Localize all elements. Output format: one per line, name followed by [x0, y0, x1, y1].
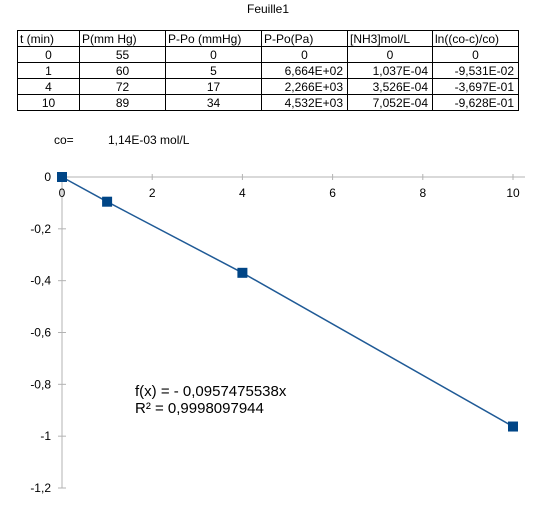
y-tick-label: -0,6	[30, 326, 51, 340]
table-cell: 60	[79, 62, 166, 79]
constant-value: 1,14E-03 mol/L	[108, 133, 190, 147]
table-row: 1 60 5 6,664E+02 1,037E-04 -9,531E-02	[17, 62, 519, 79]
header-cell: t (min)	[17, 30, 80, 47]
table-cell: 55	[79, 46, 166, 63]
x-tick-label: 6	[329, 186, 336, 200]
r-squared-label: R² = 0,9998097944	[135, 400, 264, 417]
table-cell: 6,664E+02	[261, 62, 348, 79]
y-tick-label: -0,2	[30, 222, 51, 236]
table-cell: 0	[261, 46, 348, 63]
header-cell: P(mm Hg)	[79, 30, 166, 47]
table-cell: 7,052E-04	[347, 94, 433, 111]
trendline-equation: f(x) = - 0,0957475538x	[135, 383, 287, 400]
table-cell: 0	[165, 46, 262, 63]
table-cell: -9,531E-02	[432, 62, 519, 79]
header-cell: ln((co-c)/co)	[432, 30, 519, 47]
table-cell: 5	[165, 62, 262, 79]
table-cell: 10	[17, 94, 80, 111]
table-row: 10 89 34 4,532E+03 7,052E-04 -9,628E-01	[17, 94, 519, 111]
x-tick-label: 10	[506, 186, 520, 200]
table-cell: 4,532E+03	[261, 94, 348, 111]
y-tick-label: -0,8	[30, 377, 51, 391]
table-cell: -9,628E-01	[432, 94, 519, 111]
constant-label: co=	[54, 133, 74, 147]
y-tick-label: 0	[44, 170, 51, 184]
x-tick-label: 8	[419, 186, 426, 200]
data-point	[237, 267, 248, 278]
table-cell: 2,266E+03	[261, 78, 348, 95]
y-tick-label: -0,4	[30, 274, 51, 288]
table-header-row: t (min) P(mm Hg) P-Po (mmHg) P-Po(Pa) [N…	[17, 30, 519, 47]
table-cell: 0	[347, 46, 433, 63]
table-cell: 17	[165, 78, 262, 95]
table-cell: 89	[79, 94, 166, 111]
y-tick-label: -1	[40, 429, 51, 443]
header-cell: [NH3]mol/L	[347, 30, 433, 47]
table-cell: 1	[17, 62, 80, 79]
table-cell: 0	[17, 46, 80, 63]
table-cell: 1,037E-04	[347, 62, 433, 79]
header-cell: P-Po(Pa)	[261, 30, 348, 47]
header-cell: P-Po (mmHg)	[165, 30, 262, 47]
data-points-layer	[57, 172, 518, 432]
table-cell: 3,526E-04	[347, 78, 433, 95]
x-tick-label: 0	[59, 186, 66, 200]
table-cell: 0	[432, 46, 519, 63]
table-cell: 4	[17, 78, 80, 95]
series-line	[61, 176, 514, 428]
table-cell: 34	[165, 94, 262, 111]
chart-axes: 0 2 4 6 8 10 0 -0,2 -0,4 -0,6 -0,8 -1 -1,2	[30, 170, 525, 495]
table-row: 0 55 0 0 0 0	[17, 46, 519, 63]
data-point	[102, 196, 113, 207]
table-cell: -3,697E-01	[432, 78, 519, 95]
data-point	[57, 172, 67, 182]
data-table: t (min) P(mm Hg) P-Po (mmHg) P-Po(Pa) [N…	[17, 30, 519, 111]
x-tick-label: 4	[239, 186, 246, 200]
y-tick-label: -1,2	[30, 481, 51, 495]
trendline-layer	[61, 176, 514, 428]
chart: 0 2 4 6 8 10 0 -0,2 -0,4 -0,6 -0,8 -1 -1,2 f(x) = - …	[30, 170, 525, 495]
data-point	[508, 421, 518, 432]
x-tick-label: 2	[149, 186, 156, 200]
table-row: 4 72 17 2,266E+03 3,526E-04 -3,697E-01	[17, 78, 519, 95]
table-cell: 72	[79, 78, 166, 95]
sheet-title: Feuille1	[246, 2, 290, 16]
